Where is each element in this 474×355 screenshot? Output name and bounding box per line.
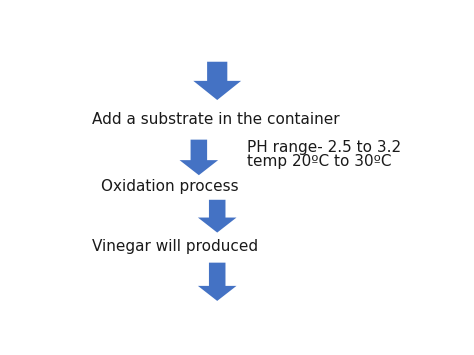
Text: Add a substrate in the container: Add a substrate in the container: [92, 111, 340, 127]
Text: temp 20ºC to 30ºC: temp 20ºC to 30ºC: [246, 154, 391, 169]
Polygon shape: [198, 263, 237, 301]
Polygon shape: [193, 62, 241, 100]
Polygon shape: [198, 200, 237, 233]
Text: Oxidation process: Oxidation process: [101, 179, 239, 193]
Polygon shape: [180, 140, 218, 175]
Text: Vinegar will produced: Vinegar will produced: [92, 239, 258, 254]
Text: PH range- 2.5 to 3.2: PH range- 2.5 to 3.2: [246, 140, 401, 155]
